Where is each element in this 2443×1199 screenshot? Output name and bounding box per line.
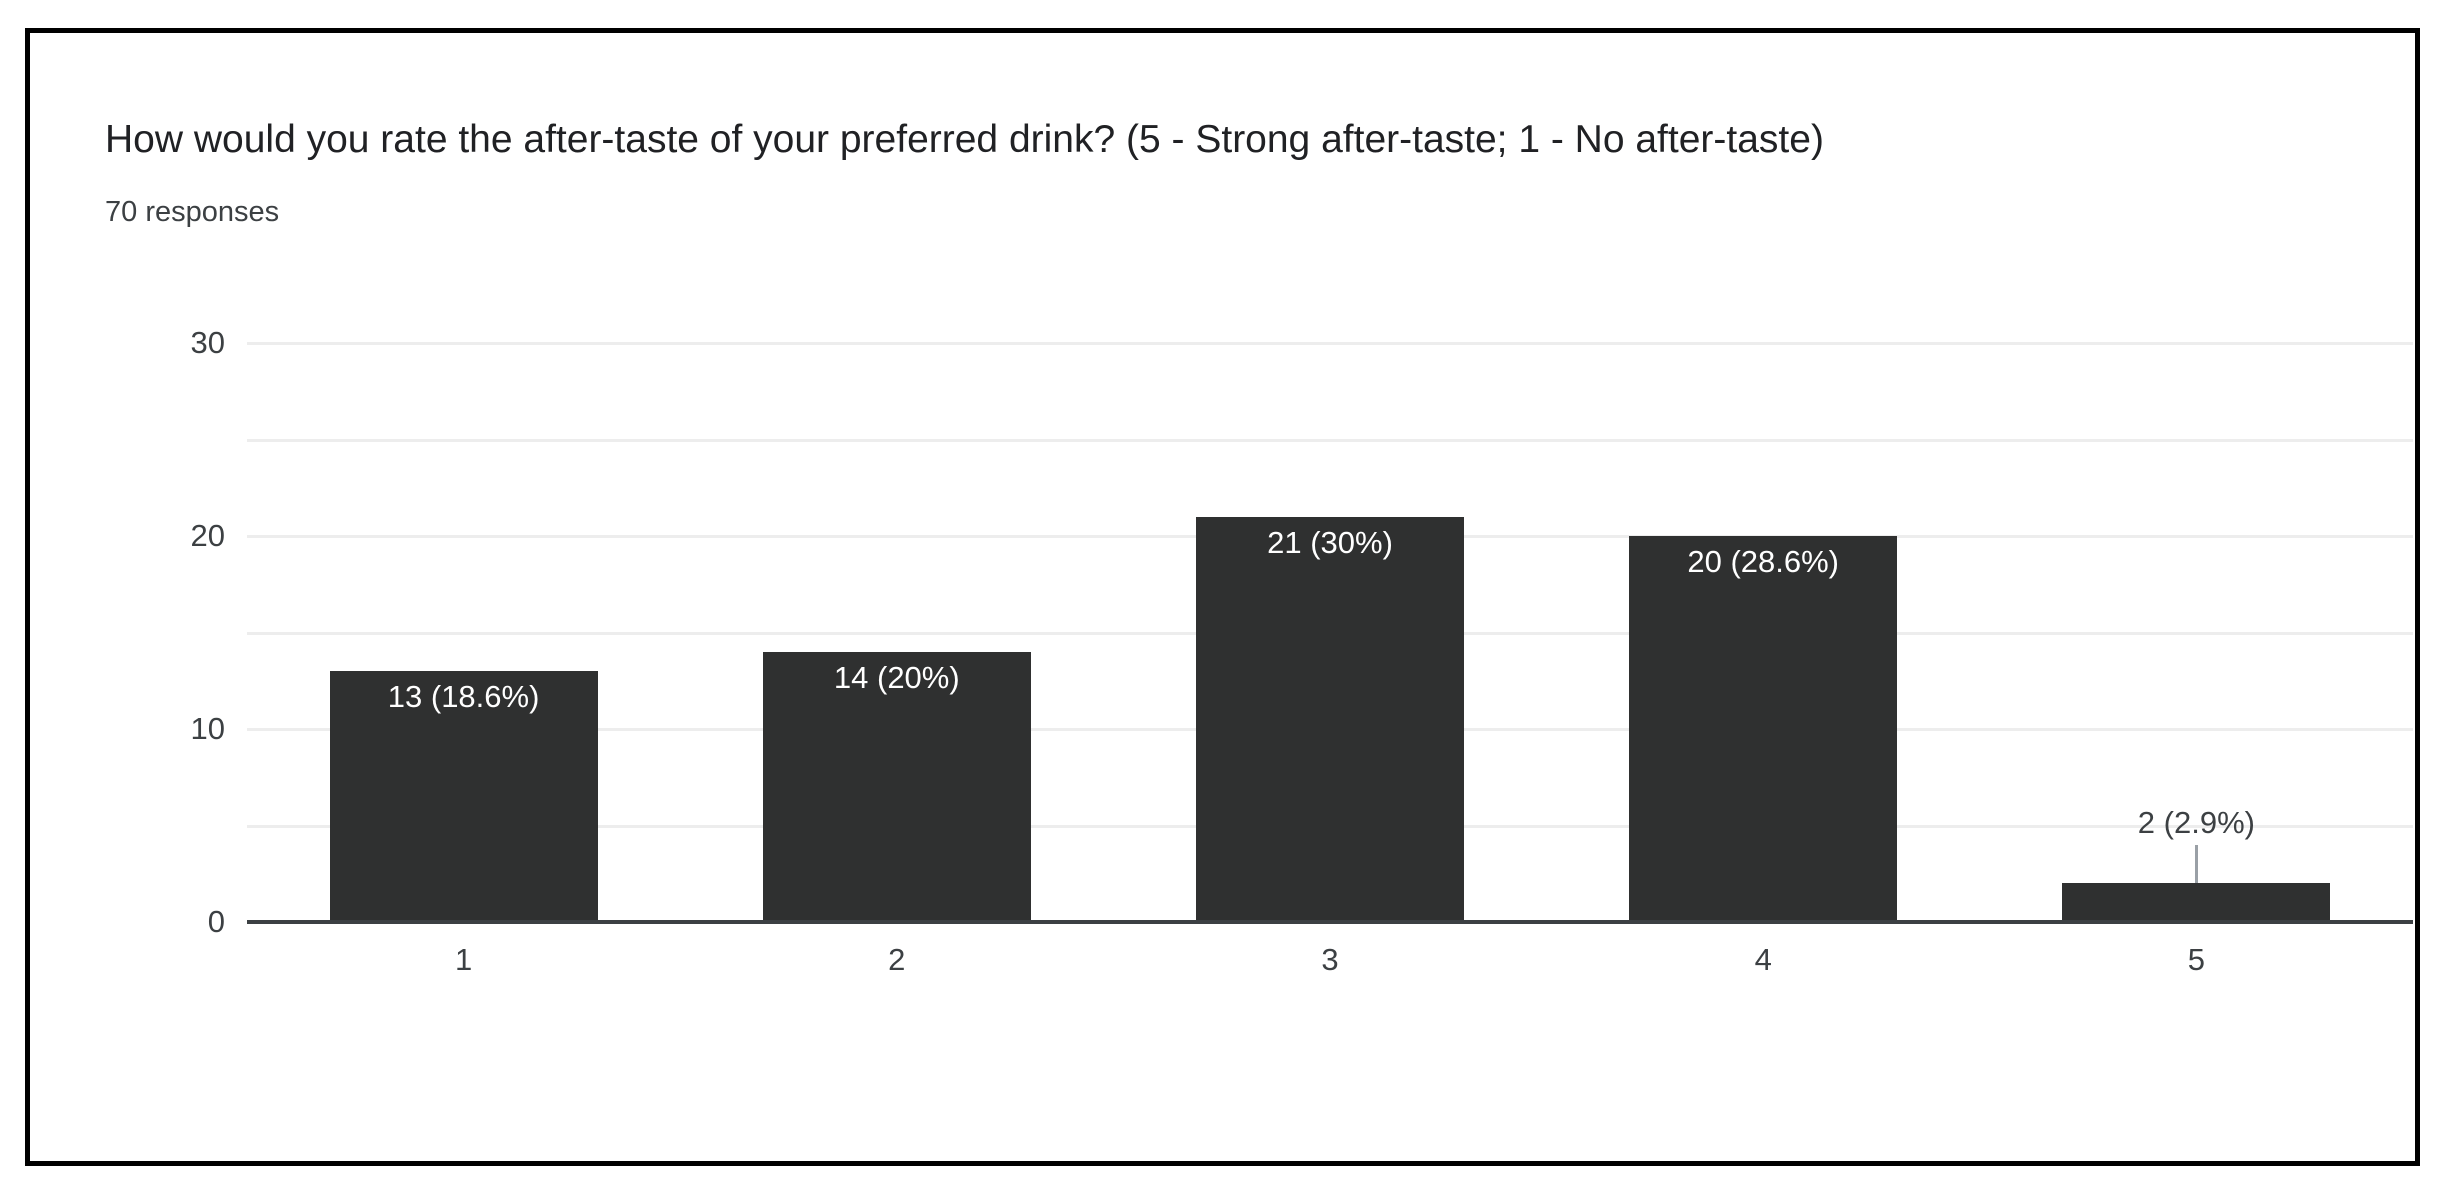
bar [762,651,1031,922]
x-axis-line [247,920,2413,924]
x-tick-label: 5 [2187,942,2206,977]
bar-value-label: 2 (2.9%) [2137,805,2255,841]
chart-title: How would you rate the after-taste of yo… [105,118,1824,161]
bar [1196,516,1464,922]
label-leader-line [2194,845,2198,884]
bar [2062,883,2331,922]
bar-value-label: 14 (20%) [833,659,960,695]
responses-count: 70 responses [105,196,280,228]
gridline [247,438,2413,442]
x-tick-label: 3 [1321,942,1339,977]
bar-value-label: 20 (28.6%) [1687,544,1840,579]
bar [1629,536,1898,922]
x-tick-label: 2 [888,942,906,977]
y-tick-label: 30 [190,325,225,360]
bar-value-label: 13 (18.6%) [387,679,540,715]
x-tick-label: 1 [454,942,473,977]
bar-value-label: 21 (30%) [1267,524,1393,560]
y-tick-label: 20 [190,518,225,553]
x-tick-label: 4 [1754,942,1772,977]
y-tick-label: 0 [207,904,225,939]
y-tick-label: 10 [190,711,225,746]
bar [329,671,598,922]
gridline [247,342,2413,345]
